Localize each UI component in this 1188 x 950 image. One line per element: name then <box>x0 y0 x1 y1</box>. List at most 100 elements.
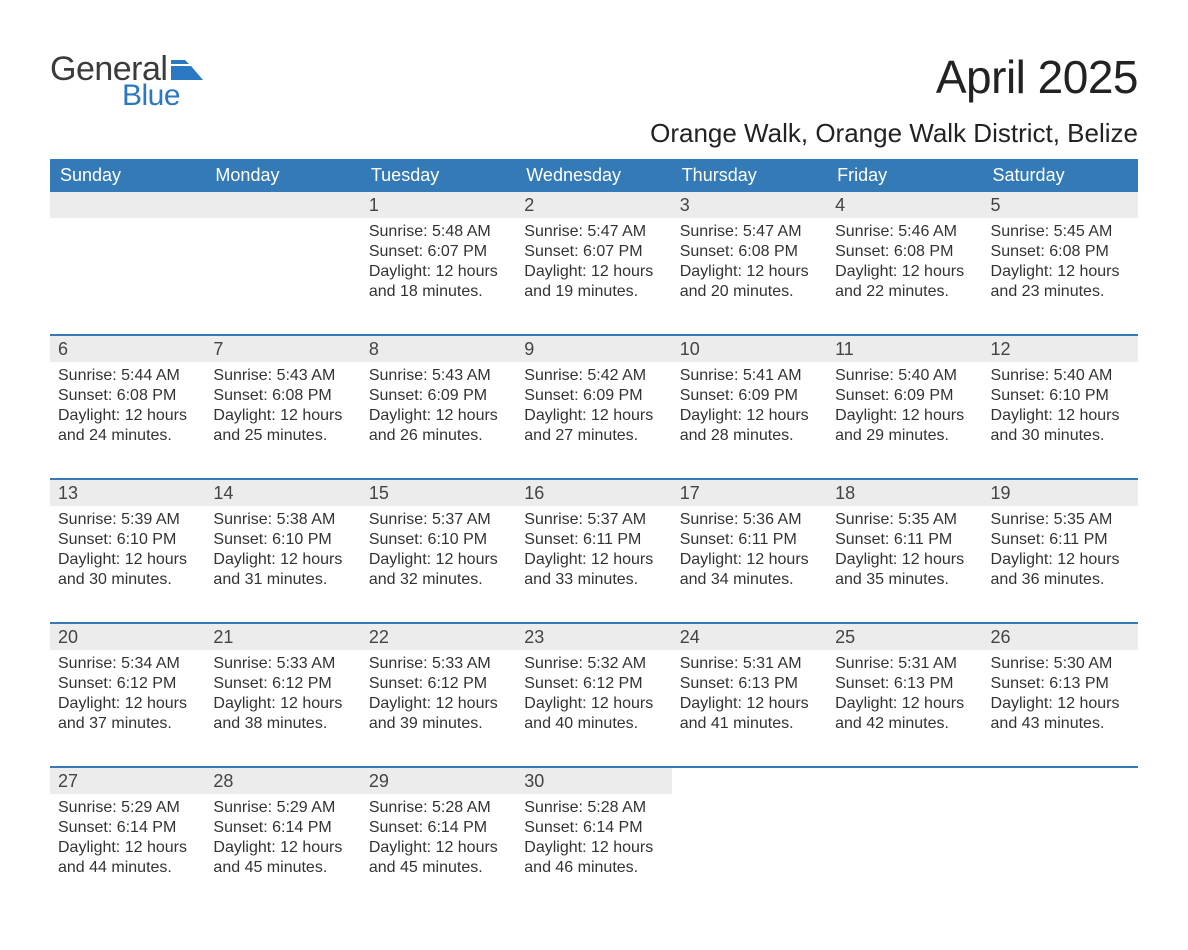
sunset-line: Sunset: 6:11 PM <box>680 530 819 550</box>
day-data: Sunrise: 5:40 AMSunset: 6:10 PMDaylight:… <box>983 362 1138 452</box>
calendar-day-cell: 11Sunrise: 5:40 AMSunset: 6:09 PMDayligh… <box>827 336 982 464</box>
day-data: Sunrise: 5:42 AMSunset: 6:09 PMDaylight:… <box>516 362 671 452</box>
calendar-week: 13Sunrise: 5:39 AMSunset: 6:10 PMDayligh… <box>50 478 1138 608</box>
day-number: 9 <box>516 336 671 362</box>
title-block: April 2025 Orange Walk, Orange Walk Dist… <box>650 50 1138 149</box>
sunrise-line: Sunrise: 5:47 AM <box>680 222 819 242</box>
dow-saturday: Saturday <box>983 159 1138 192</box>
day-number-empty <box>672 768 827 794</box>
sunset-line: Sunset: 6:09 PM <box>680 386 819 406</box>
calendar-day-cell: 14Sunrise: 5:38 AMSunset: 6:10 PMDayligh… <box>205 480 360 608</box>
day-number: 1 <box>361 192 516 218</box>
sunrise-line: Sunrise: 5:40 AM <box>835 366 974 386</box>
calendar-day-cell: 10Sunrise: 5:41 AMSunset: 6:09 PMDayligh… <box>672 336 827 464</box>
day-number: 7 <box>205 336 360 362</box>
calendar-day-cell <box>205 192 360 320</box>
calendar-day-cell: 20Sunrise: 5:34 AMSunset: 6:12 PMDayligh… <box>50 624 205 752</box>
sunset-line: Sunset: 6:11 PM <box>524 530 663 550</box>
daylight-line: Daylight: 12 hours and 29 minutes. <box>835 406 974 446</box>
day-data: Sunrise: 5:43 AMSunset: 6:09 PMDaylight:… <box>361 362 516 452</box>
day-number-empty <box>205 192 360 218</box>
day-data: Sunrise: 5:29 AMSunset: 6:14 PMDaylight:… <box>50 794 205 884</box>
sunrise-line: Sunrise: 5:30 AM <box>991 654 1130 674</box>
calendar-day-cell: 18Sunrise: 5:35 AMSunset: 6:11 PMDayligh… <box>827 480 982 608</box>
sunrise-line: Sunrise: 5:28 AM <box>524 798 663 818</box>
sunset-line: Sunset: 6:09 PM <box>835 386 974 406</box>
day-data: Sunrise: 5:37 AMSunset: 6:10 PMDaylight:… <box>361 506 516 596</box>
calendar-day-cell: 27Sunrise: 5:29 AMSunset: 6:14 PMDayligh… <box>50 768 205 896</box>
daylight-line: Daylight: 12 hours and 37 minutes. <box>58 694 197 734</box>
day-number: 6 <box>50 336 205 362</box>
sunset-line: Sunset: 6:10 PM <box>991 386 1130 406</box>
daylight-line: Daylight: 12 hours and 26 minutes. <box>369 406 508 446</box>
day-number: 16 <box>516 480 671 506</box>
day-data: Sunrise: 5:38 AMSunset: 6:10 PMDaylight:… <box>205 506 360 596</box>
day-data: Sunrise: 5:47 AMSunset: 6:08 PMDaylight:… <box>672 218 827 308</box>
brand-flag-icon <box>171 60 203 80</box>
calendar-week: 27Sunrise: 5:29 AMSunset: 6:14 PMDayligh… <box>50 766 1138 896</box>
day-data: Sunrise: 5:47 AMSunset: 6:07 PMDaylight:… <box>516 218 671 308</box>
calendar-day-cell: 2Sunrise: 5:47 AMSunset: 6:07 PMDaylight… <box>516 192 671 320</box>
day-number: 8 <box>361 336 516 362</box>
sunset-line: Sunset: 6:10 PM <box>213 530 352 550</box>
sunset-line: Sunset: 6:13 PM <box>991 674 1130 694</box>
daylight-line: Daylight: 12 hours and 35 minutes. <box>835 550 974 590</box>
calendar-day-cell: 21Sunrise: 5:33 AMSunset: 6:12 PMDayligh… <box>205 624 360 752</box>
calendar-day-cell <box>983 768 1138 896</box>
day-number: 24 <box>672 624 827 650</box>
calendar-day-cell: 23Sunrise: 5:32 AMSunset: 6:12 PMDayligh… <box>516 624 671 752</box>
brand-logo: General Blue <box>50 50 203 113</box>
day-data: Sunrise: 5:34 AMSunset: 6:12 PMDaylight:… <box>50 650 205 740</box>
calendar-week: 20Sunrise: 5:34 AMSunset: 6:12 PMDayligh… <box>50 622 1138 752</box>
week-spacer <box>50 896 1138 910</box>
sunrise-line: Sunrise: 5:29 AM <box>213 798 352 818</box>
daylight-line: Daylight: 12 hours and 28 minutes. <box>680 406 819 446</box>
daylight-line: Daylight: 12 hours and 23 minutes. <box>991 262 1130 302</box>
daylight-line: Daylight: 12 hours and 40 minutes. <box>524 694 663 734</box>
calendar-day-cell: 6Sunrise: 5:44 AMSunset: 6:08 PMDaylight… <box>50 336 205 464</box>
sunset-line: Sunset: 6:07 PM <box>369 242 508 262</box>
daylight-line: Daylight: 12 hours and 34 minutes. <box>680 550 819 590</box>
day-data: Sunrise: 5:44 AMSunset: 6:08 PMDaylight:… <box>50 362 205 452</box>
calendar-day-cell: 3Sunrise: 5:47 AMSunset: 6:08 PMDaylight… <box>672 192 827 320</box>
calendar-day-cell: 26Sunrise: 5:30 AMSunset: 6:13 PMDayligh… <box>983 624 1138 752</box>
daylight-line: Daylight: 12 hours and 24 minutes. <box>58 406 197 446</box>
sunset-line: Sunset: 6:08 PM <box>213 386 352 406</box>
daylight-line: Daylight: 12 hours and 41 minutes. <box>680 694 819 734</box>
day-number: 28 <box>205 768 360 794</box>
calendar-day-cell: 12Sunrise: 5:40 AMSunset: 6:10 PMDayligh… <box>983 336 1138 464</box>
sunrise-line: Sunrise: 5:40 AM <box>991 366 1130 386</box>
calendar-day-cell: 5Sunrise: 5:45 AMSunset: 6:08 PMDaylight… <box>983 192 1138 320</box>
day-number-empty <box>983 768 1138 794</box>
day-number: 26 <box>983 624 1138 650</box>
day-number: 21 <box>205 624 360 650</box>
day-number: 5 <box>983 192 1138 218</box>
calendar-day-cell: 9Sunrise: 5:42 AMSunset: 6:09 PMDaylight… <box>516 336 671 464</box>
dow-thursday: Thursday <box>672 159 827 192</box>
daylight-line: Daylight: 12 hours and 20 minutes. <box>680 262 819 302</box>
calendar-day-cell: 17Sunrise: 5:36 AMSunset: 6:11 PMDayligh… <box>672 480 827 608</box>
day-number: 4 <box>827 192 982 218</box>
day-number: 3 <box>672 192 827 218</box>
daylight-line: Daylight: 12 hours and 38 minutes. <box>213 694 352 734</box>
daylight-line: Daylight: 12 hours and 39 minutes. <box>369 694 508 734</box>
day-data: Sunrise: 5:41 AMSunset: 6:09 PMDaylight:… <box>672 362 827 452</box>
sunset-line: Sunset: 6:14 PM <box>524 818 663 838</box>
dow-friday: Friday <box>827 159 982 192</box>
sunrise-line: Sunrise: 5:33 AM <box>213 654 352 674</box>
weeks-container: 1Sunrise: 5:48 AMSunset: 6:07 PMDaylight… <box>50 192 1138 910</box>
daylight-line: Daylight: 12 hours and 32 minutes. <box>369 550 508 590</box>
day-data: Sunrise: 5:40 AMSunset: 6:09 PMDaylight:… <box>827 362 982 452</box>
sunrise-line: Sunrise: 5:48 AM <box>369 222 508 242</box>
calendar-day-cell: 16Sunrise: 5:37 AMSunset: 6:11 PMDayligh… <box>516 480 671 608</box>
calendar-page: General Blue April 2025 Orange Walk, Ora… <box>0 0 1188 950</box>
daylight-line: Daylight: 12 hours and 18 minutes. <box>369 262 508 302</box>
day-data: Sunrise: 5:29 AMSunset: 6:14 PMDaylight:… <box>205 794 360 884</box>
sunrise-line: Sunrise: 5:37 AM <box>524 510 663 530</box>
sunrise-line: Sunrise: 5:33 AM <box>369 654 508 674</box>
day-number: 30 <box>516 768 671 794</box>
day-data: Sunrise: 5:35 AMSunset: 6:11 PMDaylight:… <box>983 506 1138 596</box>
day-data: Sunrise: 5:28 AMSunset: 6:14 PMDaylight:… <box>361 794 516 884</box>
sunrise-line: Sunrise: 5:43 AM <box>213 366 352 386</box>
week-spacer <box>50 464 1138 478</box>
